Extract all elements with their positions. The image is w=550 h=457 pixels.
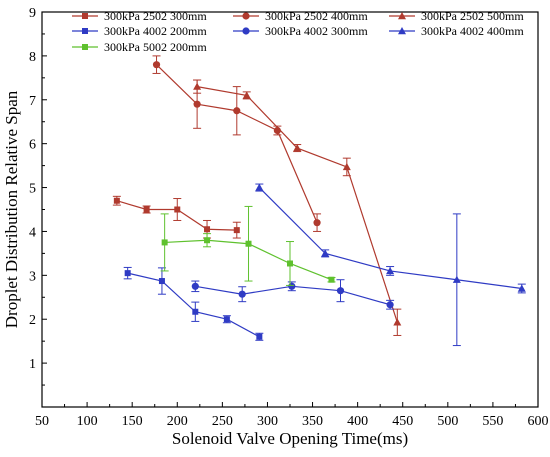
x-tick-label: 550 bbox=[482, 414, 503, 429]
legend-swatch-marker bbox=[82, 28, 88, 34]
x-tick-label: 600 bbox=[528, 414, 549, 429]
x-tick-label: 500 bbox=[437, 414, 458, 429]
x-axis-title: Solenoid Valve Opening Time(ms) bbox=[172, 429, 408, 448]
legend-label: 300kPa 4002 400mm bbox=[421, 24, 524, 38]
legend-label: 300kPa 5002 200mm bbox=[104, 40, 207, 54]
data-point bbox=[158, 278, 165, 285]
series-1 bbox=[112, 195, 241, 239]
legend-swatch-marker bbox=[82, 44, 88, 50]
x-tick-label: 50 bbox=[35, 414, 49, 429]
y-tick-label: 4 bbox=[29, 225, 36, 240]
legend-item: 300kPa 4002 400mm bbox=[389, 24, 524, 38]
data-point bbox=[293, 144, 302, 152]
legend-swatch-marker bbox=[398, 12, 406, 20]
data-point bbox=[143, 206, 150, 213]
series-7 bbox=[160, 205, 336, 286]
legend-item: 300kPa 2502 400mm bbox=[233, 9, 368, 23]
x-tick-label: 250 bbox=[212, 414, 233, 429]
x-tick-label: 450 bbox=[392, 414, 413, 429]
data-point bbox=[192, 308, 199, 315]
data-point bbox=[193, 100, 201, 108]
y-tick-label: 8 bbox=[29, 50, 36, 65]
legend: 300kPa 2502 300mm 300kPa 2502 400mm 300kPa… bbox=[72, 9, 524, 54]
data-point bbox=[161, 239, 168, 246]
data-point bbox=[393, 318, 402, 326]
x-tick-label: 150 bbox=[122, 414, 143, 429]
y-tick-label: 6 bbox=[29, 138, 36, 153]
y-tick-label: 7 bbox=[29, 94, 36, 109]
legend-item: 300kPa 5002 200mm bbox=[72, 40, 207, 54]
data-point bbox=[113, 197, 120, 204]
data-point bbox=[233, 107, 241, 115]
x-tick-label: 300 bbox=[257, 414, 278, 429]
plot-area-frame bbox=[41, 11, 539, 408]
legend-label: 300kPa 2502 400mm bbox=[265, 9, 368, 23]
data-point bbox=[288, 282, 296, 290]
legend-label: 300kPa 2502 300mm bbox=[104, 9, 207, 23]
data-point bbox=[242, 91, 251, 99]
x-tick-label: 400 bbox=[347, 414, 368, 429]
legend-swatch-marker bbox=[82, 13, 88, 19]
data-point bbox=[313, 219, 321, 227]
series-layer bbox=[112, 55, 526, 347]
x-tick-label: 200 bbox=[167, 414, 188, 429]
series-line bbox=[127, 272, 260, 338]
legend-swatch-marker bbox=[242, 27, 250, 35]
data-point bbox=[386, 266, 395, 275]
data-point bbox=[174, 206, 181, 213]
legend-item: 300kPa 2502 500mm bbox=[389, 9, 524, 23]
y-axis-title: Droplet Distribution Relative Span bbox=[2, 90, 21, 328]
data-point bbox=[223, 316, 230, 323]
data-point bbox=[328, 276, 335, 283]
series-6 bbox=[255, 183, 526, 347]
y-tick-label: 5 bbox=[29, 182, 36, 197]
data-point bbox=[342, 162, 351, 171]
series-3 bbox=[193, 79, 402, 336]
legend-swatch-marker bbox=[242, 12, 250, 20]
legend-label: 300kPa 2502 500mm bbox=[421, 9, 524, 23]
series-5 bbox=[191, 279, 395, 310]
x-tick-label: 100 bbox=[77, 414, 98, 429]
legend-label: 300kPa 4002 300mm bbox=[265, 24, 368, 38]
legend-swatch-marker bbox=[398, 27, 406, 35]
data-point bbox=[287, 260, 293, 267]
data-point bbox=[204, 226, 211, 233]
data-point bbox=[517, 284, 526, 292]
data-point bbox=[321, 249, 330, 257]
data-point bbox=[386, 301, 394, 309]
data-point bbox=[452, 275, 461, 283]
data-point bbox=[245, 240, 252, 247]
data-point bbox=[204, 237, 211, 244]
data-point bbox=[233, 227, 240, 234]
legend-label: 300kPa 4002 200mm bbox=[104, 24, 207, 38]
data-point bbox=[191, 282, 199, 290]
data-point bbox=[336, 287, 345, 295]
series-4 bbox=[123, 266, 264, 341]
x-tick-label: 350 bbox=[302, 414, 323, 429]
data-point bbox=[193, 82, 202, 90]
legend-item: 300kPa 2502 300mm bbox=[72, 9, 207, 23]
series-2 bbox=[152, 55, 322, 232]
y-tick-label: 3 bbox=[29, 269, 36, 284]
data-point bbox=[256, 333, 263, 340]
y-tick-label: 9 bbox=[29, 6, 36, 21]
legend-item: 300kPa 4002 300mm bbox=[233, 24, 368, 38]
data-point bbox=[124, 270, 131, 277]
legend-item: 300kPa 4002 200mm bbox=[72, 24, 207, 38]
axes-layer: 50 100 150 200 250 300 350 400 450 500 550 600 1 2 3 4 5… bbox=[29, 6, 549, 429]
y-tick-label: 2 bbox=[29, 313, 36, 328]
data-point bbox=[152, 61, 161, 69]
y-tick-label: 1 bbox=[29, 357, 36, 372]
data-point bbox=[238, 290, 246, 298]
data-point bbox=[255, 183, 264, 191]
